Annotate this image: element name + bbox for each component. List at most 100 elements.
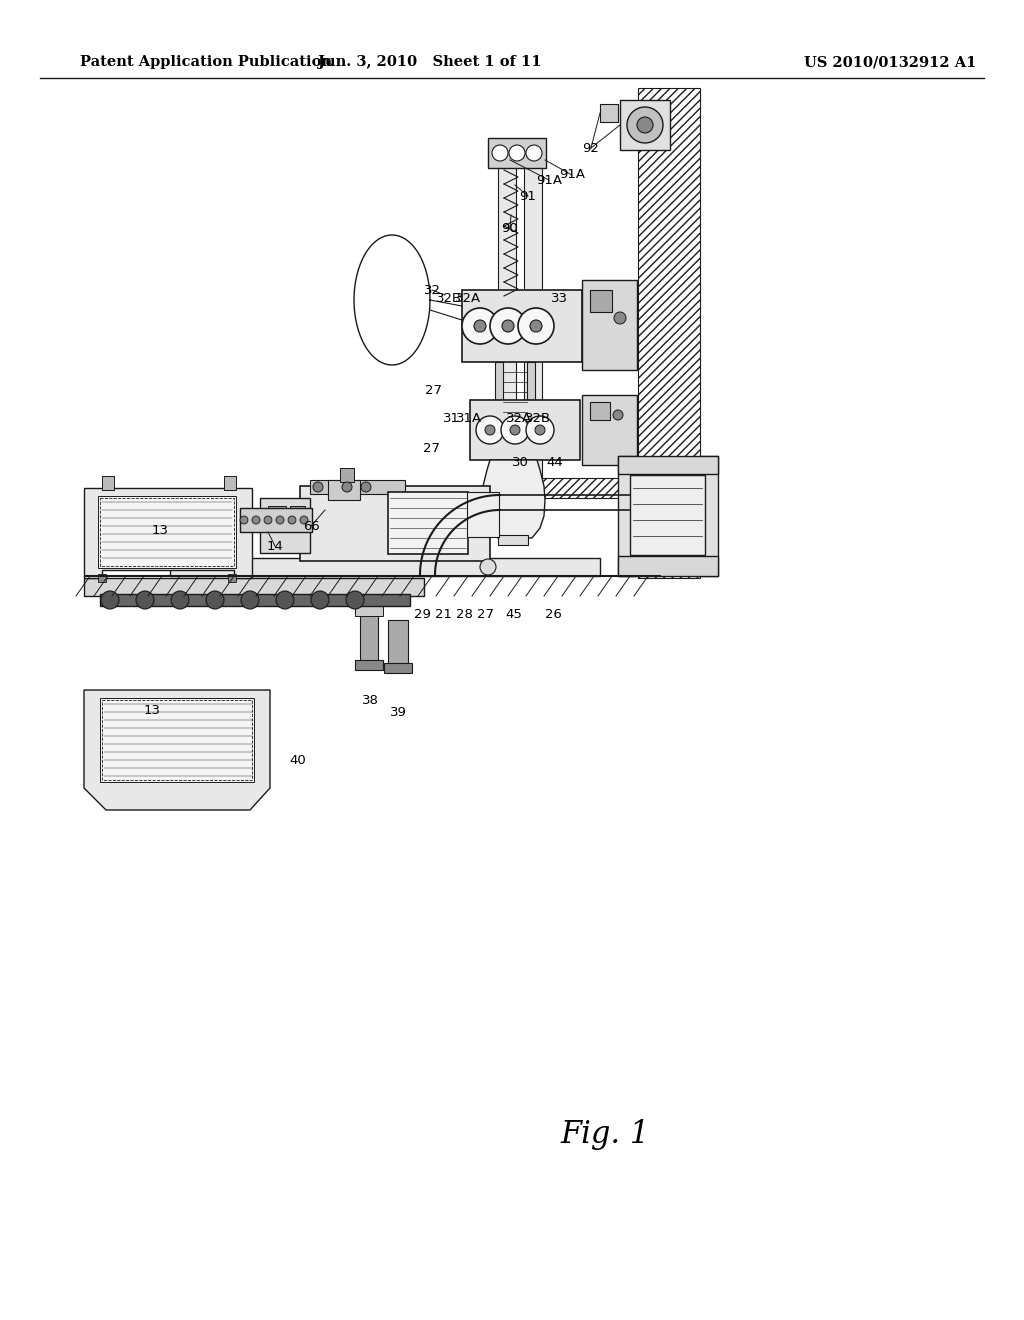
Bar xyxy=(102,477,114,490)
Text: 91A: 91A xyxy=(559,169,585,181)
Bar xyxy=(600,104,618,121)
Bar xyxy=(470,400,580,459)
Bar xyxy=(620,100,670,150)
Circle shape xyxy=(535,425,545,436)
Circle shape xyxy=(510,425,520,436)
Bar xyxy=(498,140,516,480)
Text: 31: 31 xyxy=(442,412,460,425)
Bar xyxy=(488,139,546,168)
Polygon shape xyxy=(84,690,270,810)
Bar xyxy=(290,506,305,517)
Circle shape xyxy=(518,308,554,345)
Text: 31A: 31A xyxy=(456,412,482,425)
Text: 27: 27 xyxy=(477,607,495,620)
Bar xyxy=(384,663,412,673)
Bar xyxy=(100,594,410,606)
Circle shape xyxy=(462,308,498,345)
Bar xyxy=(228,574,236,582)
Text: US 2010/0132912 A1: US 2010/0132912 A1 xyxy=(804,55,976,69)
Bar xyxy=(388,492,468,554)
Circle shape xyxy=(264,516,272,524)
Text: 26: 26 xyxy=(545,607,561,620)
Circle shape xyxy=(526,145,542,161)
Polygon shape xyxy=(84,488,252,578)
Circle shape xyxy=(485,425,495,436)
Bar xyxy=(84,578,424,597)
Circle shape xyxy=(492,145,508,161)
Text: 66: 66 xyxy=(303,520,319,532)
Circle shape xyxy=(476,416,504,444)
Polygon shape xyxy=(482,459,545,539)
Circle shape xyxy=(346,591,364,609)
Bar xyxy=(638,88,700,578)
Bar xyxy=(498,535,528,545)
Text: 44: 44 xyxy=(547,455,563,469)
Text: 30: 30 xyxy=(512,455,528,469)
Text: Jun. 3, 2010   Sheet 1 of 11: Jun. 3, 2010 Sheet 1 of 11 xyxy=(318,55,542,69)
Circle shape xyxy=(300,516,308,524)
Circle shape xyxy=(480,558,496,576)
Circle shape xyxy=(490,308,526,345)
Circle shape xyxy=(474,319,486,333)
Text: 39: 39 xyxy=(389,705,407,718)
Bar xyxy=(490,478,640,498)
Bar xyxy=(240,508,312,532)
Bar xyxy=(388,620,408,668)
Circle shape xyxy=(101,591,119,609)
Circle shape xyxy=(252,516,260,524)
Bar xyxy=(355,660,383,671)
Circle shape xyxy=(614,312,626,323)
Text: 32A: 32A xyxy=(455,292,481,305)
Text: 14: 14 xyxy=(266,540,284,553)
Circle shape xyxy=(276,591,294,609)
Circle shape xyxy=(530,319,542,333)
Bar xyxy=(98,574,106,582)
Circle shape xyxy=(342,482,352,492)
Circle shape xyxy=(627,107,663,143)
Bar xyxy=(224,477,236,490)
Circle shape xyxy=(345,482,355,492)
Circle shape xyxy=(501,416,529,444)
Bar xyxy=(355,606,383,616)
Bar xyxy=(618,556,718,576)
Text: 32A: 32A xyxy=(506,412,532,425)
Text: 90: 90 xyxy=(502,222,518,235)
Text: 33: 33 xyxy=(551,292,567,305)
Bar xyxy=(100,698,254,781)
Bar xyxy=(170,558,600,576)
Text: Patent Application Publication: Patent Application Publication xyxy=(80,55,332,69)
Bar xyxy=(300,486,490,561)
Text: 28: 28 xyxy=(456,607,472,620)
Bar xyxy=(260,498,310,553)
Bar xyxy=(524,140,542,480)
Bar xyxy=(328,480,360,500)
Text: 21: 21 xyxy=(434,607,452,620)
Bar xyxy=(495,362,503,418)
Circle shape xyxy=(637,117,653,133)
Circle shape xyxy=(361,482,371,492)
Circle shape xyxy=(526,416,554,444)
Bar xyxy=(100,498,234,566)
Circle shape xyxy=(206,591,224,609)
Text: 92: 92 xyxy=(583,141,599,154)
Bar xyxy=(618,455,718,474)
Text: 45: 45 xyxy=(506,607,522,620)
Text: 32: 32 xyxy=(424,284,440,297)
Circle shape xyxy=(240,516,248,524)
Bar xyxy=(340,469,354,482)
Bar xyxy=(590,290,612,312)
Text: Fig. 1: Fig. 1 xyxy=(560,1119,649,1151)
Text: 91: 91 xyxy=(519,190,537,202)
Circle shape xyxy=(509,145,525,161)
Bar xyxy=(98,496,236,568)
Bar xyxy=(310,480,406,494)
Bar xyxy=(467,492,499,537)
Circle shape xyxy=(241,591,259,609)
Text: 32B: 32B xyxy=(525,412,551,425)
Text: 91A: 91A xyxy=(536,173,562,186)
Text: 27: 27 xyxy=(425,384,441,396)
Circle shape xyxy=(171,591,189,609)
Text: 38: 38 xyxy=(361,693,379,706)
Circle shape xyxy=(613,411,623,420)
Bar xyxy=(630,475,705,554)
